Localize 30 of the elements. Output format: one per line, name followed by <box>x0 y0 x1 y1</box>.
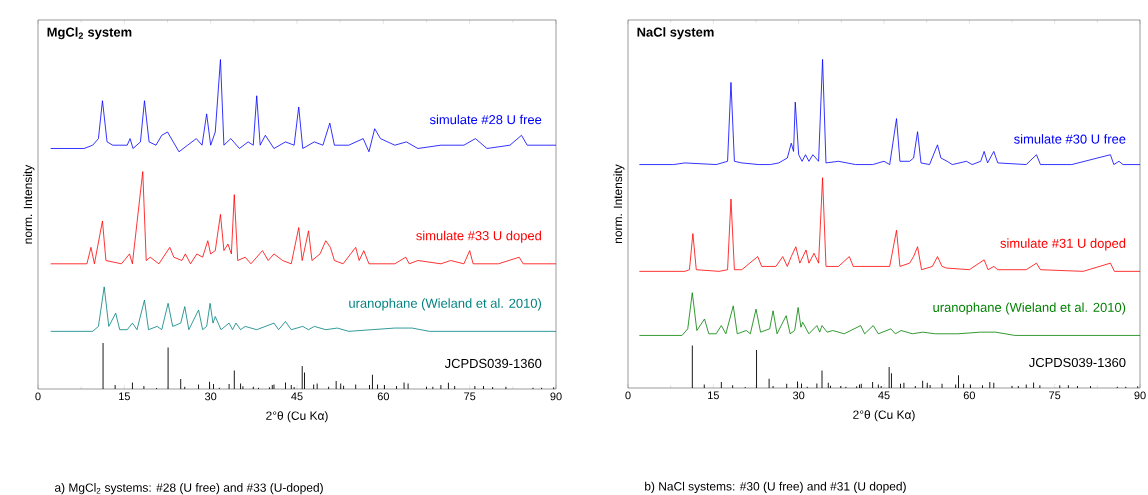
series-label: simulate #33 U doped <box>416 230 541 243</box>
x-tick-label: 90 <box>550 392 562 401</box>
x-tick-label: 75 <box>464 392 476 401</box>
series-label: JCPDS039-1360 <box>1029 357 1126 368</box>
series-label: JCPDS039-1360 <box>444 358 542 369</box>
series-label: uranophane (Wieland et al. 2010) <box>933 302 1126 315</box>
text: a) MgCl$_{2}$ systems: #28 (U free) and #33 (U-doped) <box>54 483 323 495</box>
x-tick-label: 90 <box>1134 391 1146 400</box>
x-tick-label: 15 <box>119 392 130 401</box>
series-label: simulate #30 U free <box>1014 134 1126 144</box>
series-label: uranophane (Wieland et al. 2010) <box>349 298 542 311</box>
x-axis-title: 2°θ (Cu Kα) <box>266 411 328 423</box>
x-tick-label: 30 <box>205 392 217 401</box>
series-label: simulate #31 U doped <box>1000 238 1126 251</box>
x-tick-label: 0 <box>35 392 41 401</box>
y-axis-title: norm. Intensity <box>23 164 35 244</box>
x-axis-title: 2°θ (Cu Kα) <box>853 410 915 422</box>
x-tick-label: 30 <box>793 391 805 400</box>
y-axis-title: norm. Intensity <box>613 164 625 243</box>
text: b) NaCl systems: #30 (U free) and #31 (U doped) <box>645 481 906 493</box>
x-tick-label: 15 <box>708 391 719 400</box>
series-label: simulate #28 U free <box>429 114 542 125</box>
x-tick-label: 60 <box>377 392 389 401</box>
x-tick-label: 45 <box>291 392 303 401</box>
x-tick-label: 75 <box>1049 391 1061 400</box>
x-tick-label: 0 <box>625 391 631 400</box>
x-tick-label: 45 <box>878 391 890 400</box>
x-tick-label: 60 <box>963 391 975 400</box>
chart-title: MgCl$_{2}$ system <box>47 27 132 40</box>
chart-title: NaCl system <box>637 27 714 40</box>
